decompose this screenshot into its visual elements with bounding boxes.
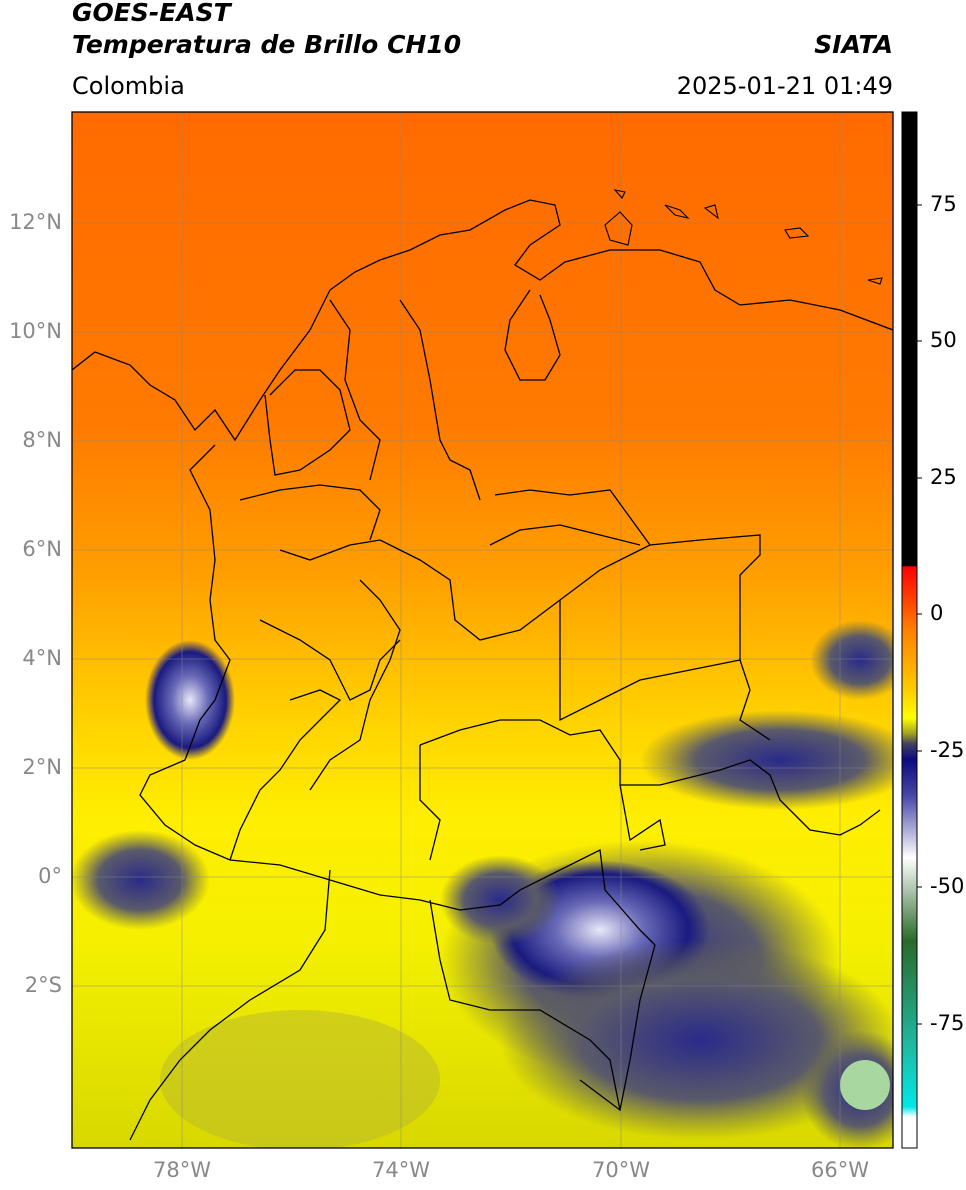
colorbar [901, 111, 918, 1149]
lon-label: 66°W [811, 1158, 869, 1182]
lat-label: 2°S [24, 973, 62, 997]
colorbar-label: 0 [930, 601, 944, 625]
lon-label: 78°W [153, 1158, 211, 1182]
lat-label: 10°N [9, 319, 62, 343]
lat-label: 8°N [22, 428, 62, 452]
institution-label: SIATA [814, 30, 893, 59]
colorbar-label: -75 [930, 1011, 965, 1035]
lat-label: 4°N [22, 646, 62, 670]
islands [604, 189, 883, 285]
graticule [72, 112, 893, 1148]
colorbar-label: 25 [930, 465, 957, 489]
map-frame [71, 111, 894, 1149]
colorbar-label: -50 [930, 874, 965, 898]
colorbar-label: -25 [930, 738, 965, 762]
datetime-label: 2025-01-21 01:49 [676, 72, 893, 100]
lon-label: 74°W [372, 1158, 430, 1182]
lat-label: 2°N [22, 755, 62, 779]
colorbar-label: 75 [930, 192, 957, 216]
region-label: Colombia [72, 72, 185, 100]
colorbar-ticks [917, 204, 922, 1025]
lon-label: 70°W [592, 1158, 650, 1182]
borders [72, 199, 893, 1141]
colorbar-label: 50 [930, 328, 957, 352]
satellite-title: GOES-EAST [72, 0, 231, 27]
lat-label: 12°N [9, 210, 62, 234]
product-title: Temperatura de Brillo CH10 [72, 30, 462, 59]
lat-label: 0° [38, 864, 62, 888]
lat-label: 6°N [22, 537, 62, 561]
satellite-image [72, 112, 893, 1148]
